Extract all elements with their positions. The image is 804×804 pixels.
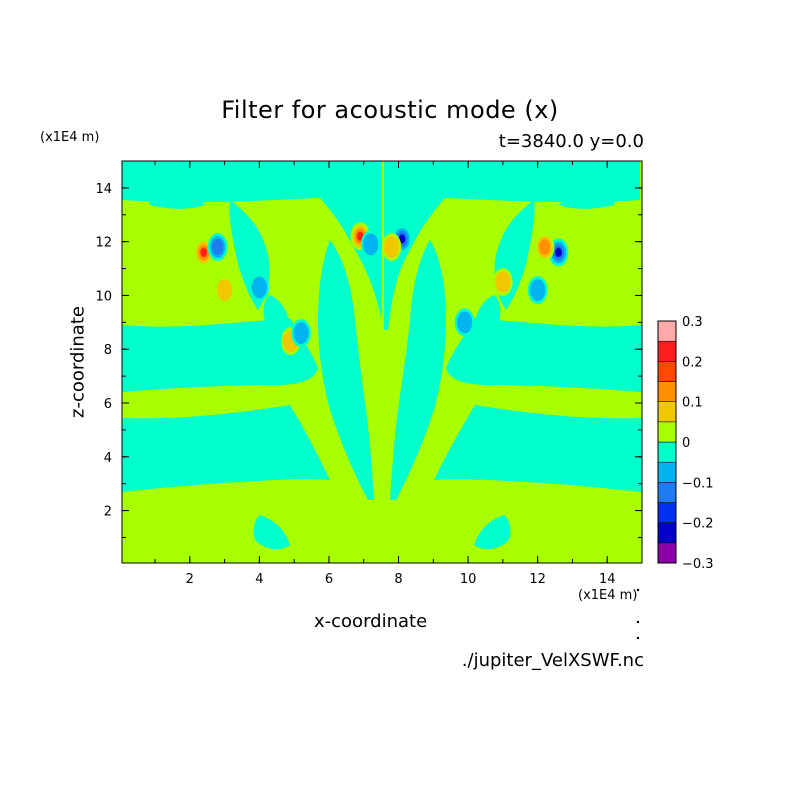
x-axis-label: x-coordinate — [314, 611, 428, 632]
colorbar-segment — [657, 482, 677, 503]
x-tick-label: 4 — [255, 572, 263, 587]
y-tick-label: 14 — [95, 182, 112, 197]
x-tick-label: 10 — [460, 572, 477, 587]
colorbar-segment — [657, 522, 677, 544]
x-tick-label: 6 — [325, 572, 333, 587]
y-tick-label: 6 — [104, 397, 112, 412]
colorbar-label: −0.2 — [682, 517, 714, 532]
field-blob — [362, 233, 379, 256]
negative-region — [122, 405, 330, 492]
y-tick-label: 2 — [104, 505, 112, 520]
source-file-label: ./jupiter_VelXSWF.nc — [461, 650, 644, 671]
field-blob — [357, 232, 364, 241]
negative-region — [446, 318, 642, 392]
field-blob — [383, 236, 400, 259]
colorbar-label: 0.1 — [682, 396, 703, 411]
colorbar-label: 0.3 — [682, 315, 703, 330]
colorbar-frame — [657, 320, 677, 564]
negative-region — [390, 240, 446, 500]
field-blob — [555, 248, 562, 257]
colorbar-segment — [657, 441, 677, 463]
x-axis-unit: (x1E4 m) — [578, 588, 638, 603]
negative-region — [253, 515, 290, 550]
colorbar-segment — [657, 361, 677, 382]
chart-subtitle: t=3840.0 y=0.0 — [498, 131, 644, 152]
y-tick-label: 10 — [95, 289, 112, 304]
field-blob — [456, 311, 473, 334]
field-blob — [200, 248, 207, 257]
negative-region — [474, 295, 501, 337]
colorbar-label: −0.1 — [682, 476, 714, 491]
dot-mark — [636, 588, 640, 592]
negative-region — [434, 405, 642, 492]
x-tick-label: 2 — [186, 572, 194, 587]
field-blob — [529, 279, 546, 302]
colorbar-segment — [657, 320, 677, 342]
negative-region — [122, 318, 318, 392]
colorbar-segment — [657, 381, 677, 402]
dot-mark — [636, 636, 640, 640]
colorbar-segment — [657, 421, 677, 443]
negative-region — [122, 161, 640, 330]
colorbar-segment — [657, 401, 677, 423]
x-tick-label: 12 — [529, 572, 546, 587]
y-tick-label: 12 — [95, 236, 112, 251]
field-blob — [495, 271, 511, 294]
plot-frame — [121, 160, 643, 564]
negative-region — [263, 295, 290, 337]
field-blob — [293, 322, 309, 345]
colorbar: 0.3 0.2 0.1 0 −0.1 −0.2 −0.3 — [657, 315, 714, 572]
colorbar-segment — [657, 502, 677, 523]
page-marks — [636, 588, 640, 640]
colorbar-label: 0.2 — [682, 355, 703, 370]
colorbar-label: −0.3 — [682, 557, 714, 572]
dot-mark — [636, 620, 640, 624]
x-tick-label: 14 — [599, 572, 616, 587]
negative-region — [474, 515, 511, 550]
field-blob — [539, 239, 551, 256]
y-tick-label: 8 — [104, 343, 112, 358]
field-blob — [251, 276, 268, 299]
negative-region — [318, 240, 374, 500]
colorbar-label: 0 — [682, 436, 690, 451]
y-tick-label: 4 — [104, 451, 112, 466]
negative-region — [147, 161, 205, 209]
y-axis-unit: (x1E4 m) — [40, 130, 100, 145]
colorbar-segment — [657, 542, 677, 564]
colorbar-segment — [657, 340, 677, 362]
field-blob — [399, 234, 405, 243]
x-tick-label: 8 — [394, 572, 402, 587]
heatmap-field — [122, 161, 642, 563]
field-blob — [216, 279, 233, 302]
chart-title: Filter for acoustic mode (x) — [221, 96, 559, 124]
axes: 2 4 6 8 10 12 14 2 4 6 8 10 12 14 — [95, 160, 643, 587]
negative-region — [559, 161, 617, 209]
field-blob — [212, 239, 224, 256]
colorbar-segment — [657, 461, 677, 483]
